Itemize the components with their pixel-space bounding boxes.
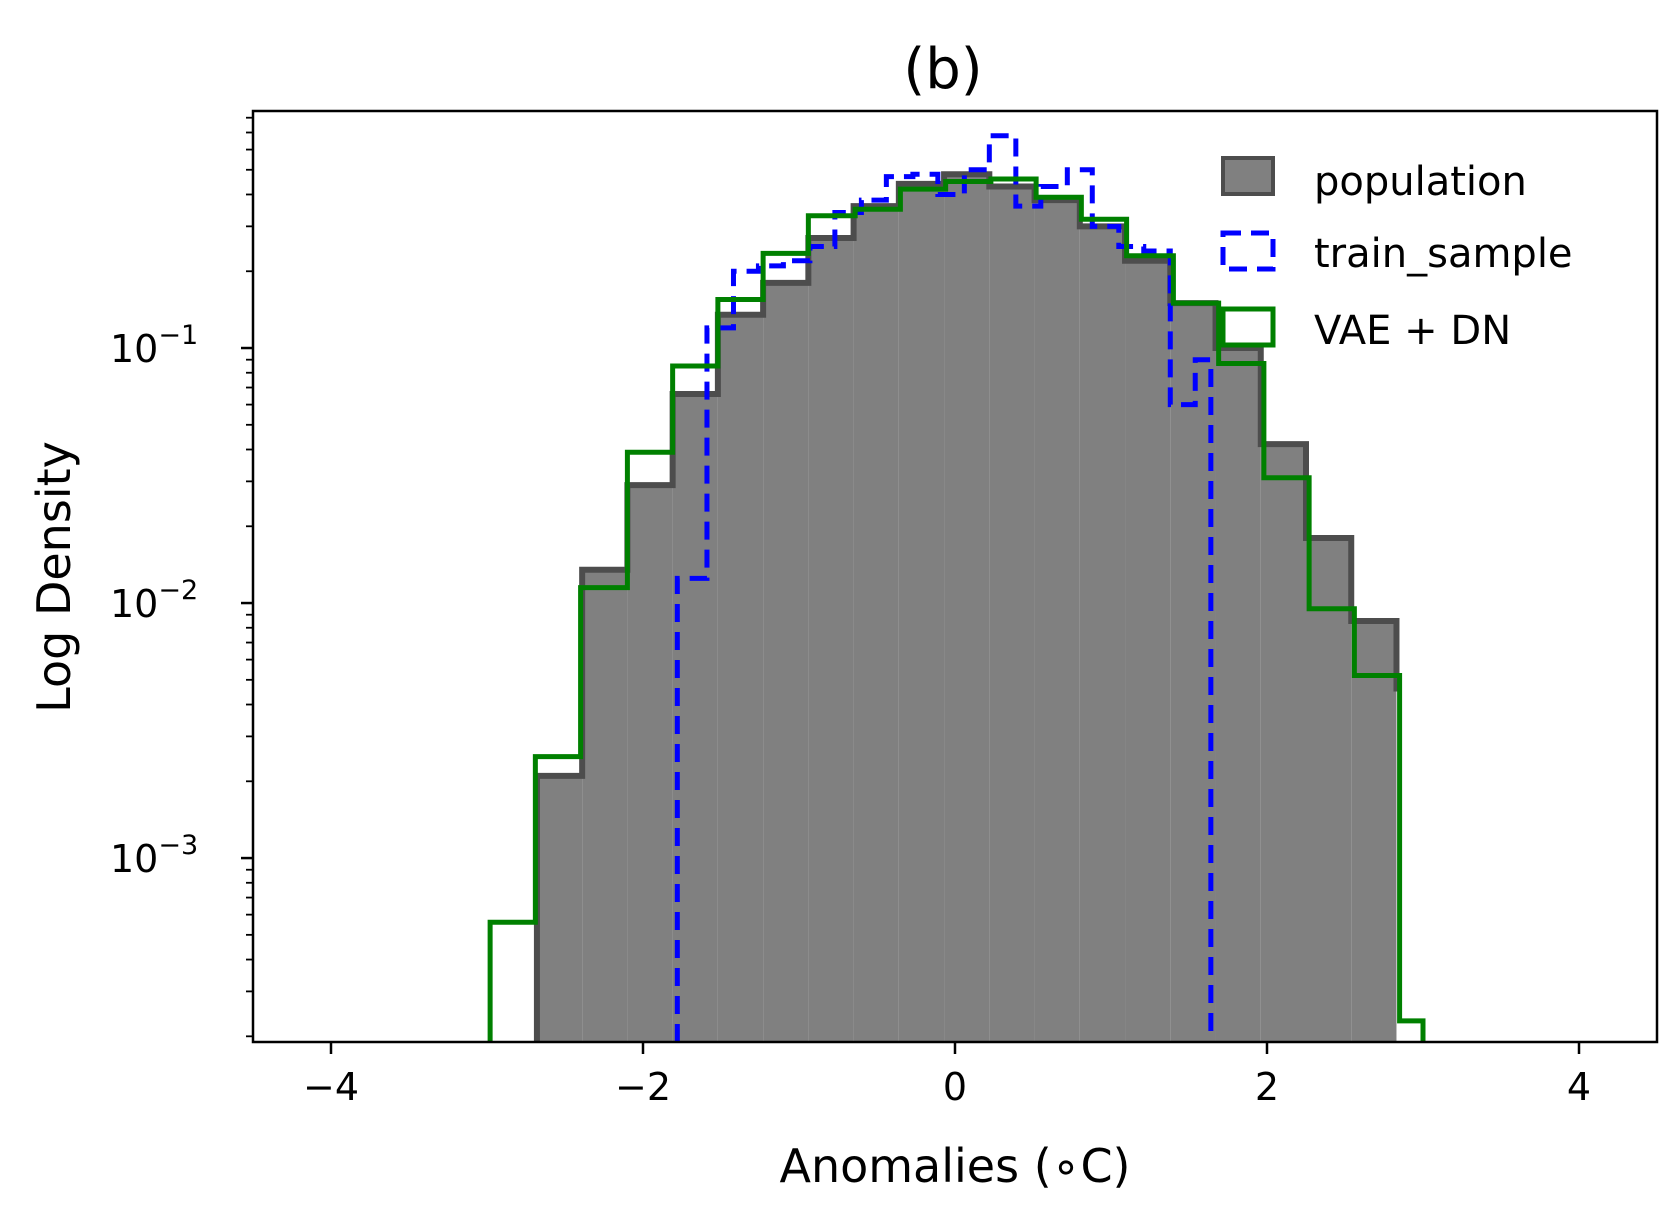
vae-dn-step-line	[487, 176, 1426, 1042]
legend-label-population: population	[1314, 159, 1527, 205]
population-bar	[582, 569, 628, 1042]
population-bar	[944, 174, 990, 1042]
legend-entry-vae-dn: VAE + DN	[1220, 306, 1511, 354]
x-tick-label: −4	[303, 1065, 359, 1109]
x-axis-ticks: −4 −2 0 2 4	[303, 1042, 1591, 1109]
legend-entry-train-sample: train_sample	[1220, 230, 1573, 277]
population-bar	[1125, 260, 1171, 1042]
legend-entry-population: population	[1221, 156, 1527, 205]
population-bar	[1170, 303, 1216, 1043]
population-bar	[1079, 226, 1126, 1043]
population-histogram	[533, 171, 1400, 1043]
population-bar	[672, 394, 718, 1042]
legend-label-train-sample: train_sample	[1314, 231, 1573, 277]
vae-dn-line	[487, 176, 1426, 1042]
population-bar	[898, 183, 945, 1043]
legend-swatch-train-sample	[1220, 230, 1276, 272]
y-tick-label: 10−3	[110, 830, 198, 881]
x-tick-label: 4	[1567, 1065, 1591, 1109]
population-bar	[717, 314, 764, 1042]
y-axis-ticks: 10−1 10−2 10−3	[110, 116, 253, 1038]
population-bar	[1260, 444, 1306, 1042]
x-axis-label: Anomalies (∘C)	[779, 1139, 1130, 1193]
y-tick-label: 10−1	[110, 320, 198, 371]
population-bar	[1034, 200, 1080, 1043]
population-bar	[763, 282, 809, 1042]
legend-label-vae-dn: VAE + DN	[1314, 308, 1511, 354]
x-tick-label: 0	[943, 1065, 967, 1109]
train-sample-line	[674, 133, 1214, 1042]
y-axis-label: Log Density	[27, 441, 81, 713]
chart-title: (b)	[903, 37, 982, 102]
population-bar	[989, 186, 1035, 1042]
population-bar	[1215, 348, 1261, 1042]
y-tick-label: 10−2	[110, 575, 198, 626]
x-tick-label: −2	[615, 1065, 671, 1109]
train-sample-step-line	[674, 133, 1214, 1042]
population-bar	[627, 485, 673, 1042]
x-tick-label: 2	[1255, 1065, 1279, 1109]
population-bar	[1306, 537, 1352, 1042]
population-bar	[1351, 621, 1397, 1042]
legend-swatch-population	[1221, 156, 1275, 196]
population-bar	[536, 775, 583, 1042]
population-bar	[808, 238, 854, 1043]
legend-swatch-vae-dn	[1220, 306, 1276, 348]
population-bar	[853, 206, 899, 1042]
legend: population train_sample VAE + DN	[1220, 156, 1573, 354]
